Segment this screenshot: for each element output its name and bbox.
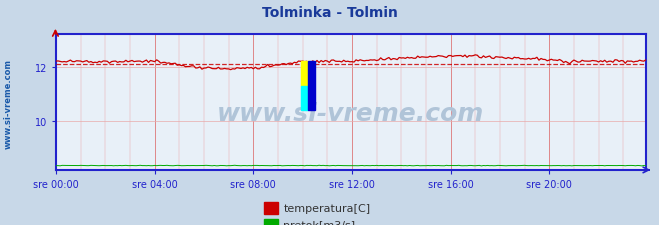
Text: Tolminka - Tolmin: Tolminka - Tolmin [262,6,397,20]
Bar [301,86,308,110]
Bar [301,62,308,86]
Text: www.si-vreme.com: www.si-vreme.com [217,101,484,125]
Text: pretok[m3/s]: pretok[m3/s] [283,220,355,225]
Bar [308,62,315,110]
Text: temperatura[C]: temperatura[C] [283,203,370,213]
Text: www.si-vreme.com: www.si-vreme.com [4,59,13,148]
